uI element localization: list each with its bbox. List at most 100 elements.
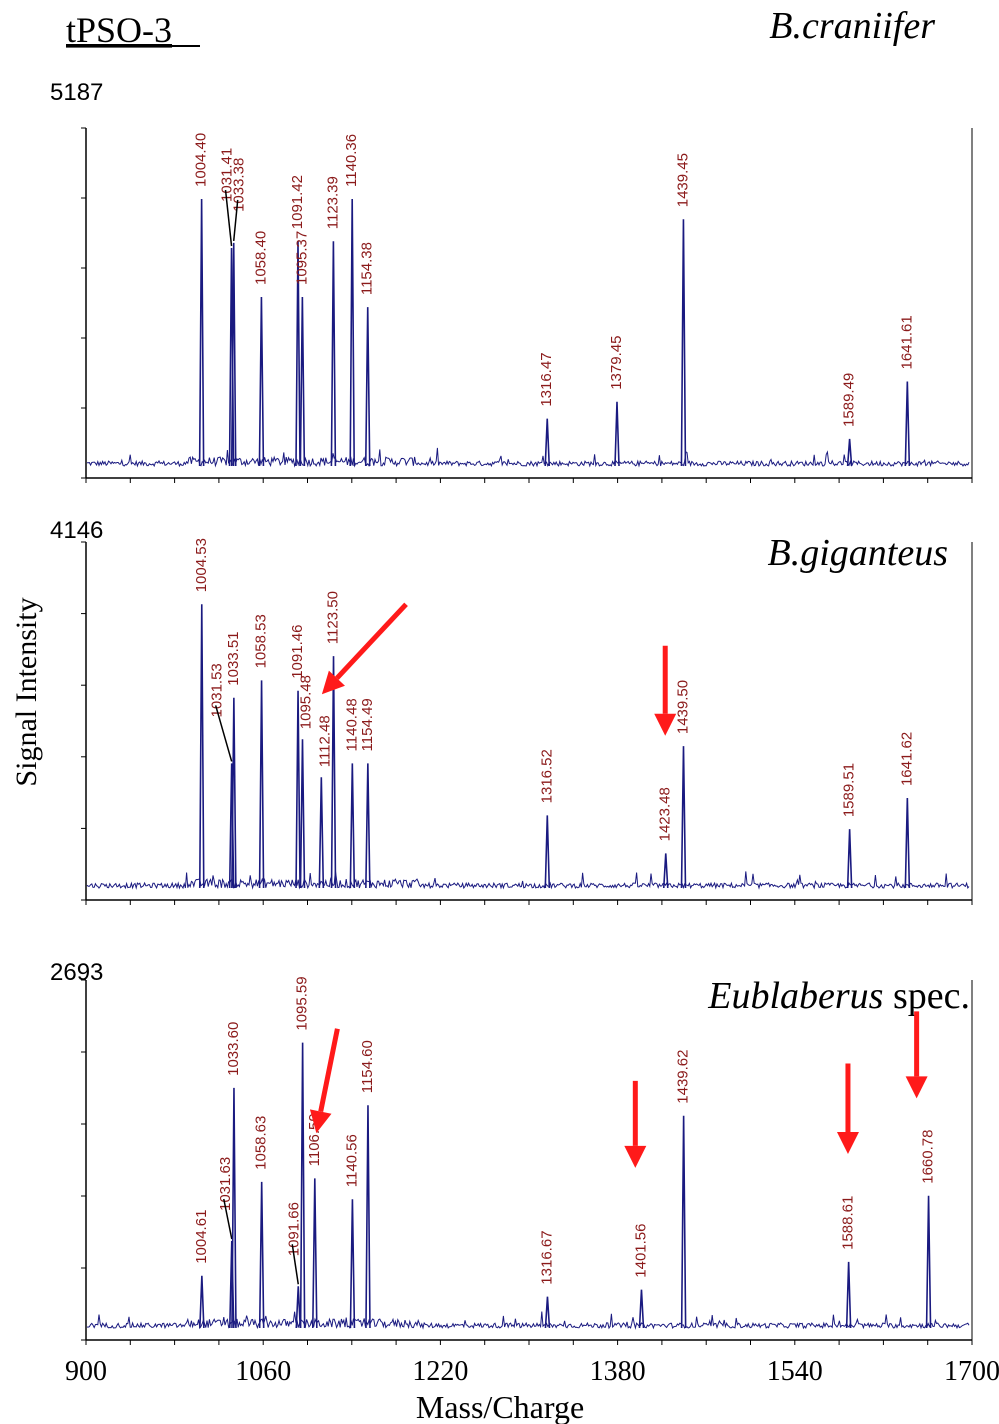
x-tick-labels: 900 1060 1220 1380 1540 1700 bbox=[65, 1356, 999, 1387]
y-max-label: 5187 bbox=[50, 79, 103, 106]
peak-label: 1589.51 bbox=[841, 763, 858, 817]
peak-label: 1095.37 bbox=[293, 231, 310, 285]
spectrum-peak bbox=[228, 1240, 235, 1329]
peak-label: 1439.62 bbox=[675, 1049, 692, 1103]
peak-leader-line bbox=[224, 189, 233, 247]
spectrum-peak bbox=[198, 198, 205, 467]
arrow-head bbox=[321, 670, 345, 695]
peak-label: 1004.40 bbox=[193, 133, 210, 187]
arrow-head bbox=[905, 1076, 928, 1099]
peak-label: 1140.36 bbox=[343, 134, 360, 187]
species-name: B.giganteus bbox=[768, 532, 948, 574]
baseline-noise bbox=[86, 870, 970, 890]
peak-label: 1589.49 bbox=[841, 373, 858, 427]
highlight-arrow bbox=[836, 1063, 859, 1154]
peak-label: 1316.52 bbox=[538, 749, 555, 803]
y-max-label: 2693 bbox=[50, 959, 103, 986]
spectrum-peak bbox=[258, 1181, 265, 1329]
y-max-label: 4146 bbox=[50, 517, 103, 544]
spectrum-peak bbox=[330, 241, 337, 467]
figure-label: tPSO-3 bbox=[66, 10, 172, 50]
spectrum-peak bbox=[904, 798, 911, 889]
peak-label: 1033.51 bbox=[225, 631, 242, 685]
peak-leader-line bbox=[232, 199, 239, 241]
peak-label: 1091.66 bbox=[285, 1202, 302, 1256]
peak-label: 1095.48 bbox=[297, 675, 314, 729]
x-axis-label: Mass/Charge bbox=[416, 1389, 584, 1424]
peak-label: 1401.56 bbox=[632, 1223, 649, 1277]
x-tick-label: 1220 bbox=[412, 1356, 468, 1387]
spectrum-peak bbox=[680, 219, 687, 467]
spectrum-peak bbox=[846, 829, 853, 889]
peak-label: 1031.41 bbox=[219, 148, 236, 202]
peak-label: 1439.50 bbox=[674, 680, 691, 734]
peak-leader-line bbox=[214, 705, 233, 762]
x-tick-label: 1540 bbox=[767, 1356, 823, 1387]
spectrum-peak bbox=[680, 1115, 687, 1329]
peak-label: 1058.40 bbox=[252, 231, 269, 285]
species-name: B.craniifer bbox=[769, 5, 935, 47]
spectrum-peak bbox=[330, 656, 337, 889]
spectrum-peak bbox=[258, 296, 265, 467]
y-axis-label: Signal Intensity bbox=[10, 597, 43, 786]
spectrum-peak bbox=[299, 296, 306, 467]
highlight-arrow bbox=[654, 645, 677, 736]
species-name: Eublaberus spec. bbox=[707, 975, 970, 1017]
species-suffix: spec. bbox=[883, 975, 970, 1017]
x-tick-label: 1060 bbox=[235, 1356, 291, 1387]
peak-label: 1033.60 bbox=[225, 1022, 242, 1076]
peak-label: 1004.53 bbox=[193, 538, 210, 592]
spectrum-peak bbox=[295, 241, 301, 467]
highlight-arrow bbox=[624, 1080, 647, 1168]
peak-label: 1439.45 bbox=[674, 153, 691, 207]
peak-label: 1154.49 bbox=[359, 698, 376, 751]
highlight-arrow bbox=[905, 1011, 928, 1099]
arrow-head bbox=[309, 1109, 332, 1134]
x-tick-label: 900 bbox=[65, 1356, 107, 1387]
spectrum-peak bbox=[544, 815, 551, 889]
peak-leader-line bbox=[291, 1244, 300, 1285]
spectrum-peak bbox=[231, 1087, 237, 1329]
spectrum-peak bbox=[662, 853, 669, 889]
spectrum-peak bbox=[544, 1296, 551, 1329]
spectrum-peak bbox=[349, 1199, 356, 1329]
spectrum-peak bbox=[904, 381, 911, 467]
spectrum-peak bbox=[846, 438, 853, 467]
peak-label: 1031.53 bbox=[209, 663, 226, 717]
peak-label: 1140.48 bbox=[343, 698, 360, 751]
peak-label: 1316.47 bbox=[538, 352, 555, 406]
spectrum-peak bbox=[364, 307, 371, 467]
peak-label: 1091.46 bbox=[289, 625, 306, 679]
peak-label: 1091.42 bbox=[289, 175, 306, 229]
spectrum-peak bbox=[295, 1286, 302, 1329]
peak-label: 1112.48 bbox=[316, 715, 333, 767]
spectrum-peak bbox=[365, 1105, 371, 1329]
peak-label: 1154.60 bbox=[359, 1040, 376, 1093]
arrow-head bbox=[624, 1145, 647, 1168]
spectrum-peak bbox=[199, 1275, 205, 1329]
arrow-head bbox=[654, 713, 677, 736]
species-genus: B.giganteus bbox=[768, 532, 948, 574]
peak-label: 1588.61 bbox=[840, 1196, 857, 1250]
spectrum-peak bbox=[258, 680, 265, 889]
peak-label: 1004.61 bbox=[193, 1210, 210, 1264]
spectrum-peak bbox=[614, 401, 620, 467]
peak-label: 1031.63 bbox=[217, 1157, 234, 1211]
spectrum-peak bbox=[311, 1178, 318, 1329]
peak-label: 1641.61 bbox=[898, 315, 915, 369]
peak-label: 1095.59 bbox=[294, 976, 311, 1030]
spectrum-peak bbox=[231, 697, 237, 889]
spectrum-peak bbox=[299, 739, 306, 889]
spectrum-peak bbox=[680, 746, 687, 889]
peak-leader-line bbox=[223, 1198, 233, 1240]
spectrum-peak bbox=[544, 418, 551, 467]
x-tick-label: 1700 bbox=[944, 1356, 999, 1387]
spectrum-peak bbox=[318, 777, 325, 889]
spectrum-peak bbox=[198, 604, 205, 889]
peak-label: 1379.45 bbox=[608, 336, 625, 390]
peak-label: 1033.38 bbox=[231, 158, 248, 212]
peak-label: 1660.78 bbox=[920, 1130, 937, 1184]
